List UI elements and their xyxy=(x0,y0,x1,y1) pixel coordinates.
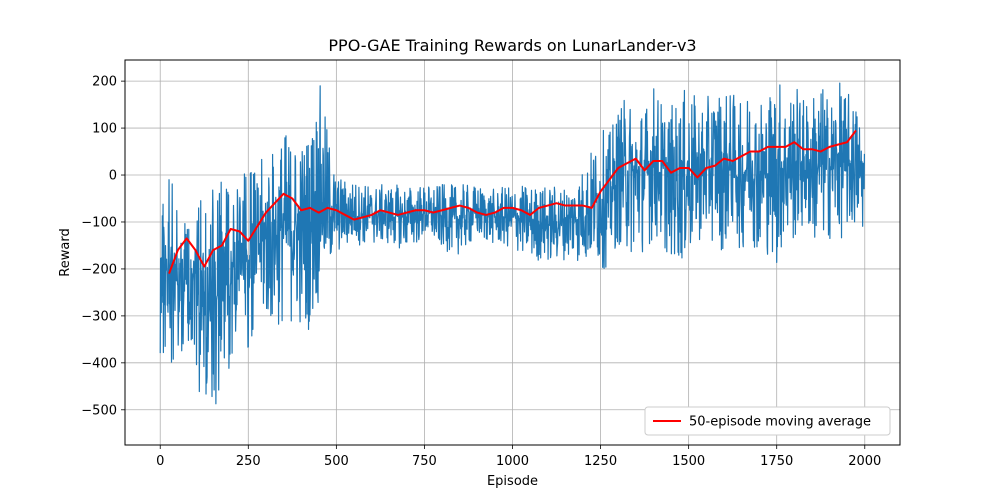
x-tick-label: 250 xyxy=(236,454,261,469)
x-tick-label: 1250 xyxy=(584,454,617,469)
x-tick-label: 0 xyxy=(156,454,164,469)
y-axis-title: Reward xyxy=(58,228,73,276)
y-tick-label: −400 xyxy=(81,356,117,371)
y-tick-label: 100 xyxy=(92,122,117,137)
y-tick-label: 200 xyxy=(92,75,117,90)
x-tick-label: 1750 xyxy=(760,454,793,469)
legend-box xyxy=(644,406,891,436)
y-tick-label: −100 xyxy=(81,215,117,230)
legend-label-moving-average: 50-episode moving average xyxy=(689,415,871,430)
raw-reward-line xyxy=(159,82,866,405)
chart-title: PPO-GAE Training Rewards on LunarLander-… xyxy=(328,36,696,55)
y-tick-label: −200 xyxy=(81,262,117,277)
x-tick-label: 1000 xyxy=(496,454,529,469)
moving-average-series xyxy=(168,129,857,274)
x-tick-label: 1500 xyxy=(672,454,705,469)
x-tick-label: 750 xyxy=(412,454,437,469)
moving-average-line xyxy=(168,129,857,274)
x-axis-title: Episode xyxy=(487,474,538,489)
y-tick-label: −500 xyxy=(81,403,117,418)
y-tick-label: −300 xyxy=(81,309,117,324)
x-tick-label: 500 xyxy=(324,454,349,469)
axis-ticks: 0 250 500 750 1000 1250 1500 1750 20002001000−10… xyxy=(81,75,881,469)
y-tick-label: 0 xyxy=(109,169,117,184)
legend: 50-episode moving average xyxy=(644,406,891,436)
x-tick-label: 2000 xyxy=(848,454,881,469)
raw-reward-series xyxy=(159,82,866,405)
